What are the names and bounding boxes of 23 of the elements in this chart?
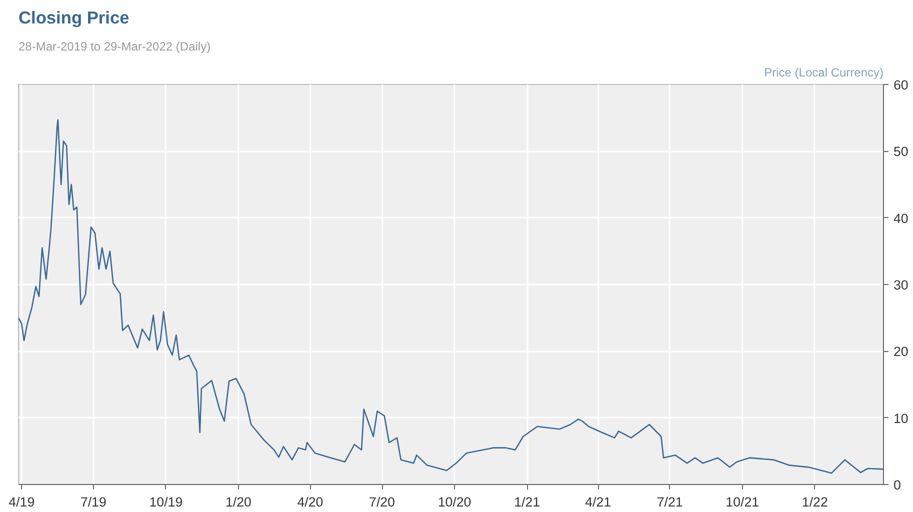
x-tick-label: 7/19 [80,494,106,510]
y-tick-label: 40 [894,210,908,226]
x-tick-label: 10/19 [149,494,183,510]
chart-subtitle: 28-Mar-2019 to 29-Mar-2022 (Daily) [18,40,211,54]
y-tick-label: 10 [894,410,908,426]
x-tick-label: 1/22 [802,494,828,510]
x-tick-label: 10/21 [726,494,760,510]
x-tick-label: 7/20 [369,494,395,510]
y-tick-label: 50 [894,144,908,160]
y-tick-label: 20 [894,344,908,360]
y-axis-title: Price (Local Currency) [764,66,884,80]
y-tick-label: 0 [894,478,901,492]
x-tick-label: 1/21 [514,494,540,510]
y-tick-label: 60 [894,78,908,92]
chart-title: Closing Price [18,8,130,28]
x-tick-label: 7/21 [656,494,683,510]
x-tick-label: 4/19 [8,494,35,510]
x-tick-label: 4/20 [297,494,324,510]
x-tick-label: 1/20 [226,494,252,510]
line-series [18,119,884,474]
x-tick-label: 10/20 [438,494,472,510]
x-tick-label: 4/21 [585,494,612,510]
y-tick-label: 30 [894,278,908,292]
